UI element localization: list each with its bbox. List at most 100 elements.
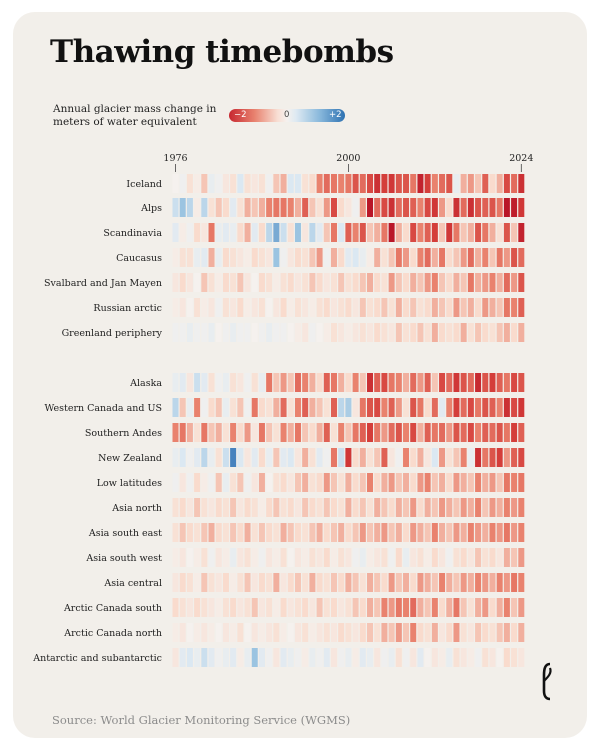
heatmap-cell [489, 573, 496, 592]
heatmap-cell [230, 398, 237, 417]
heatmap-cell [467, 398, 474, 417]
row-label: Alaska [129, 378, 162, 389]
heatmap-cell [251, 323, 258, 342]
heatmap-cell [201, 623, 208, 642]
heatmap-cell [309, 473, 316, 492]
heatmap-cell [309, 648, 316, 667]
heatmap-cell [280, 648, 287, 667]
heatmap-cell [496, 573, 503, 592]
heatmap-cell [424, 448, 431, 467]
heatmap-cell [338, 174, 345, 193]
heatmap-cell [302, 623, 309, 642]
heatmap-cell [338, 248, 345, 267]
heatmap-cell [395, 373, 402, 392]
heatmap-cell [467, 423, 474, 442]
heatmap-cell [338, 598, 345, 617]
heatmap-cell [215, 498, 222, 517]
heatmap-cell [309, 174, 316, 193]
heatmap-cell [467, 473, 474, 492]
heatmap-cell [467, 273, 474, 292]
heatmap-cell [338, 298, 345, 317]
heatmap-cell [338, 223, 345, 242]
heatmap-cell [208, 473, 215, 492]
heatmap-cell [395, 174, 402, 193]
heatmap-cell [381, 398, 388, 417]
heatmap-cell [323, 648, 330, 667]
heatmap-cell [482, 273, 489, 292]
heatmap-cell [266, 648, 273, 667]
heatmap-cell [244, 473, 251, 492]
heatmap-cell [417, 423, 424, 442]
heatmap-cell [424, 298, 431, 317]
heatmap-cell [258, 548, 265, 567]
heatmap-cell [316, 398, 323, 417]
heatmap-cell [381, 174, 388, 193]
heatmap-cell [208, 273, 215, 292]
heatmap-cell [359, 223, 366, 242]
heatmap-cell [410, 498, 417, 517]
heatmap-cell [460, 648, 467, 667]
heatmap-cell [352, 273, 359, 292]
heatmap-cell [345, 448, 352, 467]
heatmap-cell [201, 273, 208, 292]
heatmap-cell [237, 623, 244, 642]
heatmap-cell [244, 373, 251, 392]
heatmap-cell [503, 648, 510, 667]
heatmap-cell [482, 198, 489, 217]
heatmap-cell [467, 448, 474, 467]
heatmap-cell [518, 598, 525, 617]
heatmap-cell [453, 573, 460, 592]
heatmap-cell [403, 174, 410, 193]
heatmap-cell [395, 498, 402, 517]
heatmap-cell [230, 448, 237, 467]
heatmap-cell [237, 598, 244, 617]
heatmap-cell [453, 298, 460, 317]
heatmap-cell [222, 448, 229, 467]
heatmap-cell [237, 273, 244, 292]
heatmap-cell [388, 473, 395, 492]
heatmap-cell [489, 273, 496, 292]
heatmap-cell [287, 323, 294, 342]
heatmap-cell [446, 298, 453, 317]
heatmap-cell [496, 298, 503, 317]
heatmap-cell [359, 523, 366, 542]
heatmap-cell [258, 473, 265, 492]
heatmap-cell [424, 323, 431, 342]
heatmap-cell [251, 174, 258, 193]
heatmap-cell [388, 448, 395, 467]
heatmap-cell [179, 423, 186, 442]
heatmap-cell [287, 198, 294, 217]
heatmap-cell [439, 373, 446, 392]
heatmap-cell [330, 573, 337, 592]
heatmap-cell [446, 248, 453, 267]
heatmap-cell [194, 573, 201, 592]
heatmap-cell [201, 523, 208, 542]
heatmap-cell [215, 598, 222, 617]
heatmap-cell [410, 523, 417, 542]
heatmap-cell [294, 498, 301, 517]
heatmap-cell [287, 598, 294, 617]
heatmap-cell [395, 248, 402, 267]
heatmap-cell [280, 373, 287, 392]
heatmap-cell [446, 648, 453, 667]
heatmap-cell [511, 323, 518, 342]
heatmap-cell [439, 423, 446, 442]
heatmap-cell [446, 473, 453, 492]
heatmap-cell [208, 548, 215, 567]
heatmap-cell [302, 473, 309, 492]
heatmap-cell [475, 174, 482, 193]
heatmap-cell [417, 223, 424, 242]
heatmap-cell [467, 573, 474, 592]
heatmap-cell [453, 223, 460, 242]
heatmap-cell [453, 373, 460, 392]
heatmap-cell [453, 623, 460, 642]
heatmap-cell [273, 573, 280, 592]
heatmap-cell [280, 248, 287, 267]
heatmap-cell [431, 298, 438, 317]
heatmap-cell [251, 298, 258, 317]
heatmap-cell [294, 248, 301, 267]
heatmap-cell [323, 448, 330, 467]
heatmap-cell [345, 548, 352, 567]
heatmap-cell [222, 198, 229, 217]
heatmap-cell [280, 448, 287, 467]
